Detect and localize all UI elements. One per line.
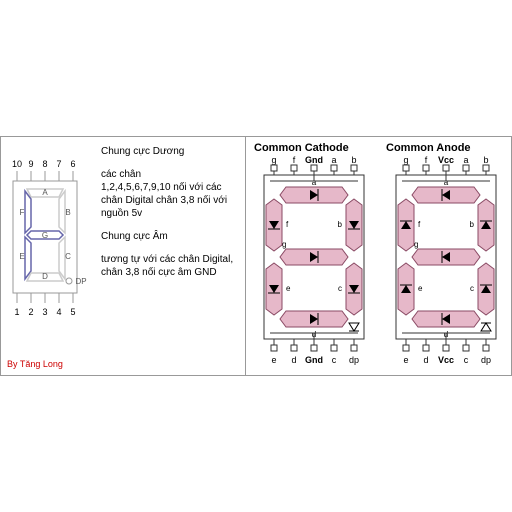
pin-label: 10 xyxy=(12,159,22,169)
pin-label: c xyxy=(464,355,469,365)
pin-label: Gnd xyxy=(305,355,323,365)
pin-label: b xyxy=(351,155,356,165)
pin-label: dp xyxy=(481,355,491,365)
seg-label: F xyxy=(20,208,25,217)
pin-label: 5 xyxy=(70,307,75,317)
heading-positive: Chung cực Dương xyxy=(101,145,241,158)
title-cathode: Common Cathode xyxy=(254,142,349,154)
pin-label: 8 xyxy=(42,159,47,169)
seg-label: G xyxy=(42,231,48,240)
seg-label: c xyxy=(338,284,342,293)
seg-label: g xyxy=(414,240,418,249)
pin-label: d xyxy=(423,355,428,365)
body-text: các chân xyxy=(101,169,141,180)
seg-label: e xyxy=(286,284,291,293)
seg-label: b xyxy=(338,220,343,229)
diagram-frame: 10 9 8 7 6 xyxy=(0,136,512,376)
pin-label: 6 xyxy=(70,159,75,169)
description-text: Chung cực Dương các chân 1,2,4,5,6,7,9,1… xyxy=(101,145,241,289)
pin-label: 7 xyxy=(56,159,61,169)
credit-text: By Tăng Long xyxy=(7,359,63,369)
pin-label: 3 xyxy=(42,307,47,317)
pin-label: e xyxy=(271,355,276,365)
seg-label: A xyxy=(42,188,48,197)
seg-label: e xyxy=(418,284,423,293)
pin-label: Gnd xyxy=(305,155,323,165)
pin-label: 1 xyxy=(14,307,19,317)
body-text: 1,2,4,5,6,7,9,10 nối với các chân Digita… xyxy=(101,182,227,219)
pin-label: 9 xyxy=(28,159,33,169)
left-pane: 10 9 8 7 6 xyxy=(1,137,246,375)
pin-label: g xyxy=(403,155,408,165)
pin-label: c xyxy=(332,355,337,365)
pin-label: d xyxy=(291,355,296,365)
seg-label: DP xyxy=(75,277,86,286)
pin-label: b xyxy=(483,155,488,165)
body-text: tương tự với các chân Digital, chân 3,8 … xyxy=(101,253,241,279)
pin-label: Vcc xyxy=(438,355,454,365)
pin-label: g xyxy=(271,155,276,165)
seg-label: c xyxy=(470,284,474,293)
seg-label: B xyxy=(65,208,70,217)
heading-negative: Chung cực Âm xyxy=(101,230,241,243)
pin-label: a xyxy=(331,155,336,165)
pin-label: f xyxy=(293,155,296,165)
seg-label: E xyxy=(19,252,24,261)
pin-label: a xyxy=(463,155,468,165)
schematics-svg: Common Cathode g f Gnd a b xyxy=(246,137,511,375)
pin-label: e xyxy=(403,355,408,365)
pin-label: 2 xyxy=(28,307,33,317)
right-pane: Common Cathode g f Gnd a b xyxy=(246,137,511,375)
seg-label: C xyxy=(65,252,71,261)
pin-label: dp xyxy=(349,355,359,365)
seg-label: D xyxy=(42,272,48,281)
seg-label: b xyxy=(470,220,475,229)
pin-label: f xyxy=(425,155,428,165)
title-anode: Common Anode xyxy=(386,142,471,154)
pin-label: 4 xyxy=(56,307,61,317)
seg-label: g xyxy=(282,240,286,249)
pinout-display: 10 9 8 7 6 xyxy=(5,157,95,327)
pin-label: Vcc xyxy=(438,155,454,165)
